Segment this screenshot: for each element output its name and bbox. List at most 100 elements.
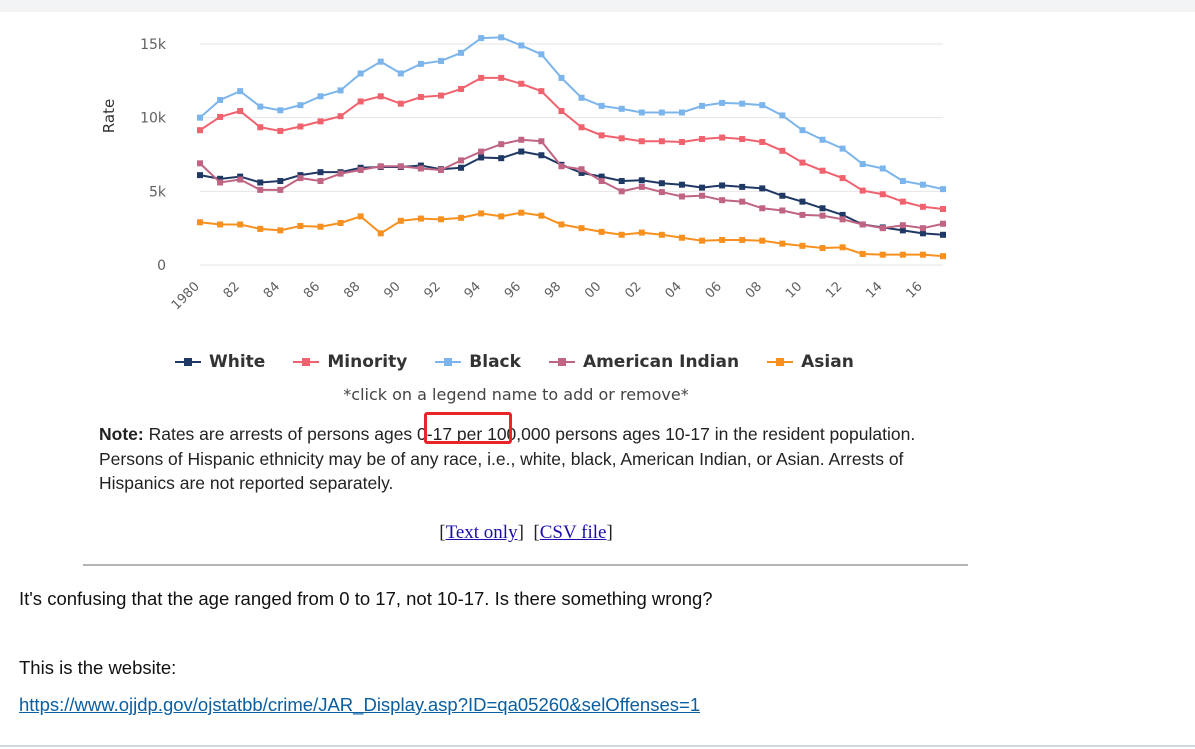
- data-point[interactable]: [899, 227, 906, 234]
- data-point[interactable]: [940, 253, 946, 260]
- data-point[interactable]: [759, 205, 766, 212]
- data-point[interactable]: [799, 211, 806, 218]
- data-point[interactable]: [719, 182, 726, 189]
- series-minority[interactable]: [197, 74, 946, 213]
- data-point[interactable]: [719, 99, 726, 106]
- data-point[interactable]: [217, 175, 224, 182]
- text-only-link[interactable]: Text only: [445, 522, 518, 543]
- data-point[interactable]: [518, 136, 525, 143]
- data-point[interactable]: [317, 169, 324, 176]
- data-point[interactable]: [538, 152, 545, 159]
- data-point[interactable]: [618, 135, 625, 142]
- data-point[interactable]: [417, 215, 424, 222]
- data-point[interactable]: [819, 167, 826, 174]
- data-point[interactable]: [437, 216, 444, 223]
- data-point[interactable]: [558, 221, 565, 228]
- data-point[interactable]: [498, 155, 505, 162]
- data-point[interactable]: [578, 225, 585, 232]
- data-point[interactable]: [658, 109, 665, 116]
- data-point[interactable]: [277, 227, 284, 234]
- data-point[interactable]: [297, 222, 304, 229]
- data-point[interactable]: [739, 198, 746, 205]
- legend-item-minority[interactable]: Minority: [293, 352, 407, 372]
- data-point[interactable]: [538, 138, 545, 145]
- data-point[interactable]: [277, 178, 284, 185]
- data-point[interactable]: [357, 98, 364, 105]
- data-point[interactable]: [377, 163, 384, 170]
- data-point[interactable]: [458, 164, 465, 171]
- data-point[interactable]: [458, 214, 465, 221]
- data-point[interactable]: [558, 163, 565, 170]
- data-point[interactable]: [197, 114, 203, 121]
- data-point[interactable]: [558, 108, 565, 115]
- data-point[interactable]: [819, 212, 826, 219]
- data-point[interactable]: [337, 87, 344, 94]
- data-point[interactable]: [839, 145, 846, 152]
- data-point[interactable]: [638, 109, 645, 116]
- data-point[interactable]: [437, 92, 444, 99]
- data-point[interactable]: [638, 229, 645, 236]
- data-point[interactable]: [417, 94, 424, 101]
- data-point[interactable]: [919, 230, 926, 237]
- data-point[interactable]: [337, 170, 344, 177]
- data-point[interactable]: [678, 193, 685, 200]
- data-point[interactable]: [739, 183, 746, 190]
- data-point[interactable]: [678, 109, 685, 116]
- data-point[interactable]: [478, 210, 485, 217]
- data-point[interactable]: [719, 197, 726, 204]
- data-point[interactable]: [940, 186, 946, 193]
- data-point[interactable]: [899, 198, 906, 205]
- data-point[interactable]: [699, 102, 706, 109]
- data-point[interactable]: [899, 222, 906, 229]
- data-point[interactable]: [397, 70, 404, 77]
- data-point[interactable]: [919, 251, 926, 258]
- data-point[interactable]: [297, 175, 304, 182]
- data-point[interactable]: [899, 178, 906, 185]
- data-point[interactable]: [759, 102, 766, 109]
- data-point[interactable]: [518, 148, 525, 155]
- data-point[interactable]: [538, 212, 545, 219]
- data-point[interactable]: [297, 102, 304, 109]
- data-point[interactable]: [658, 180, 665, 187]
- data-point[interactable]: [518, 209, 525, 216]
- data-point[interactable]: [638, 183, 645, 190]
- data-point[interactable]: [618, 188, 625, 195]
- data-point[interactable]: [919, 203, 926, 210]
- legend-item-white[interactable]: White: [175, 352, 265, 372]
- data-point[interactable]: [759, 138, 766, 145]
- data-point[interactable]: [899, 251, 906, 258]
- data-point[interactable]: [498, 141, 505, 148]
- data-point[interactable]: [317, 93, 324, 100]
- legend-item-black[interactable]: Black: [435, 352, 521, 372]
- data-point[interactable]: [578, 124, 585, 131]
- data-point[interactable]: [538, 88, 545, 95]
- data-point[interactable]: [217, 221, 224, 228]
- data-point[interactable]: [598, 102, 605, 109]
- data-point[interactable]: [779, 207, 786, 214]
- data-point[interactable]: [779, 112, 786, 119]
- data-point[interactable]: [257, 124, 264, 131]
- data-point[interactable]: [759, 185, 766, 192]
- data-point[interactable]: [719, 236, 726, 243]
- data-point[interactable]: [859, 187, 866, 194]
- data-point[interactable]: [417, 60, 424, 67]
- data-point[interactable]: [779, 192, 786, 199]
- data-point[interactable]: [337, 220, 344, 227]
- data-point[interactable]: [257, 103, 264, 110]
- data-point[interactable]: [859, 250, 866, 257]
- series-black[interactable]: [197, 34, 946, 193]
- data-point[interactable]: [859, 221, 866, 228]
- data-point[interactable]: [437, 166, 444, 173]
- data-point[interactable]: [819, 136, 826, 143]
- data-point[interactable]: [317, 178, 324, 185]
- data-point[interactable]: [658, 231, 665, 238]
- data-point[interactable]: [197, 160, 203, 167]
- data-point[interactable]: [598, 173, 605, 180]
- data-point[interactable]: [739, 100, 746, 107]
- data-point[interactable]: [337, 113, 344, 120]
- data-point[interactable]: [799, 242, 806, 249]
- data-point[interactable]: [458, 85, 465, 92]
- data-point[interactable]: [678, 234, 685, 241]
- data-point[interactable]: [277, 186, 284, 193]
- legend-item-asian[interactable]: Asian: [767, 352, 854, 372]
